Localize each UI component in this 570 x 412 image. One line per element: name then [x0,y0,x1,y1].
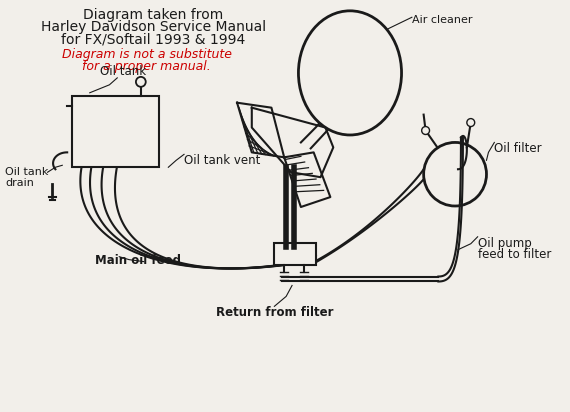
Text: Oil tank: Oil tank [100,65,146,78]
Ellipse shape [299,11,401,135]
Text: feed to filter: feed to filter [478,248,551,261]
Text: Oil tank: Oil tank [5,167,48,177]
Text: Diagram is not a substitute: Diagram is not a substitute [62,48,232,61]
Text: Diagram taken from: Diagram taken from [83,8,223,22]
Text: Oil filter: Oil filter [494,143,542,155]
Text: Return from filter: Return from filter [215,306,333,319]
Text: for FX/Softail 1993 & 1994: for FX/Softail 1993 & 1994 [62,32,246,46]
Text: drain: drain [5,178,34,188]
Text: Oil tank vent: Oil tank vent [184,154,260,167]
Polygon shape [237,103,284,157]
Bar [72,96,158,167]
Circle shape [424,143,486,206]
Circle shape [422,126,430,134]
Text: Harley Davidson Service Manual: Harley Davidson Service Manual [41,20,266,34]
Polygon shape [284,152,331,207]
Polygon shape [252,108,333,177]
Bar [274,243,316,265]
Text: Oil pump: Oil pump [478,237,531,250]
Text: for a proper manual.: for a proper manual. [82,60,211,73]
Circle shape [136,77,146,87]
Text: Main oil feed: Main oil feed [95,254,181,267]
Text: Air cleaner: Air cleaner [412,15,473,25]
Circle shape [467,119,475,126]
